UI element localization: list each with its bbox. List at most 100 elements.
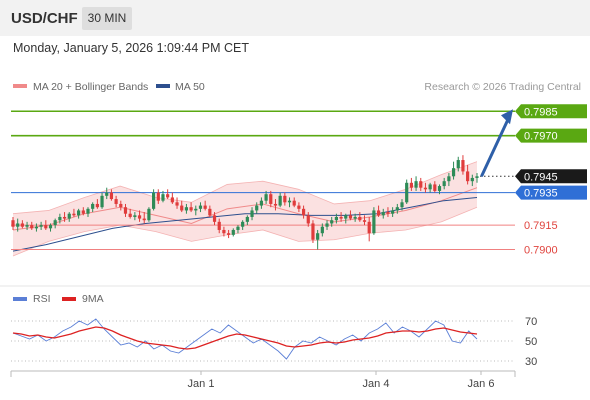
candle-body [184,207,189,211]
candle-body [217,221,221,230]
forecast-arrow-shaft [480,115,511,177]
candle-body [269,194,273,204]
candle-body [25,225,29,227]
candle-body [241,221,245,227]
candle-body [287,200,292,203]
ma20-line [12,187,478,231]
candle-body [147,208,151,221]
candle-body [95,203,99,208]
candle-body [301,208,306,216]
resistance-price-label: 0.7970 [524,131,558,143]
candle-body [362,220,367,222]
copyright-notice: Research © 2026 Trading Central [424,81,581,93]
candle-body [320,226,324,234]
rsi-tick-label: 50 [525,336,537,348]
bollinger-legend-swatch [13,84,27,88]
candle-body [226,233,231,235]
candle-body [264,194,268,201]
candle-body [236,226,240,230]
bollinger-upper-line [12,161,478,215]
candle-body [152,192,156,209]
candle-body [376,210,381,216]
candle-body [344,215,348,219]
candle-body [203,205,207,209]
candle-body [456,160,460,169]
timeframe-button[interactable]: 30 MIN [82,7,132,30]
candle-body [81,210,85,214]
bollinger-legend-label: MA 20 + Bollinger Bands [33,81,148,93]
candle-body [231,229,235,235]
pivot-price-tag [515,185,587,200]
candle-body [306,215,310,224]
candle-body [391,210,395,214]
candle-body [358,216,362,221]
candle-body [62,216,67,219]
top-bar: USD/CHF 30 MIN [0,0,590,36]
candle-body [419,181,423,188]
candle-body [16,223,20,227]
candle-body [386,212,390,214]
candle-body [39,225,43,227]
candle-body [109,192,114,200]
candle-body [461,160,465,172]
rsi-legend-swatch [13,297,27,301]
candle-body [48,225,53,229]
candle-body [77,210,81,216]
candle-body [189,207,193,211]
candle-body [405,182,409,203]
candle-body [400,202,404,208]
candle-body [475,176,479,178]
candle-body [156,192,160,201]
timestamp: Monday, January 5, 2026 1:09:44 PM CET [13,41,250,55]
candle-body [170,197,174,203]
candle-body [348,215,353,219]
rsi-line [12,318,478,360]
ma50-legend-label: MA 50 [175,81,205,93]
ma9-legend-swatch [62,297,76,301]
candle-body [297,205,301,209]
resistance-price-tag [515,104,587,119]
pivot-price-label: 0.7935 [524,188,558,200]
candle-body [208,208,212,216]
support-price-label: 0.7915 [524,220,558,232]
candle-body [395,207,399,211]
resistance-price-label: 0.7985 [524,106,558,118]
candle-body [255,205,259,211]
candle-body [283,195,287,203]
rsi-legend-label: RSI [33,293,51,305]
candle-body [311,223,315,240]
candle-body [316,233,320,240]
x-tick-label: Jan 1 [188,378,215,390]
candle-body [123,207,128,214]
candle-body [330,220,334,224]
candle-body [53,220,57,226]
candle-body [447,176,451,182]
x-tick-label: Jan 4 [363,378,390,390]
rsi-chart: 70 50 30 [11,316,537,368]
candle-body [325,223,329,227]
ma9-legend-label: 9MA [82,293,104,305]
bollinger-lower-line [12,206,478,257]
candle-body [273,203,278,206]
time-axis: Jan 1 Jan 4 Jan 6 [10,370,516,390]
candle-body [137,215,142,219]
candle-body [250,210,254,217]
candle-body [194,208,198,211]
candle-body [161,194,165,201]
candle-body [433,184,437,191]
candle-body [11,220,15,227]
candle-body [451,168,456,177]
candle-body [58,216,62,221]
candle-body [142,218,146,221]
resistance-price-tag [515,128,587,143]
support-price-label: 0.7900 [524,244,558,256]
candle-body [67,213,71,219]
last-price-price-label: 0.7945 [524,171,558,183]
candle-body [381,212,385,216]
candle-body [175,202,179,206]
candle-body [100,195,104,208]
rsi-tick-label: 70 [525,316,537,328]
candle-body [30,225,34,229]
candle-body [414,181,418,188]
candle-body [119,203,123,208]
